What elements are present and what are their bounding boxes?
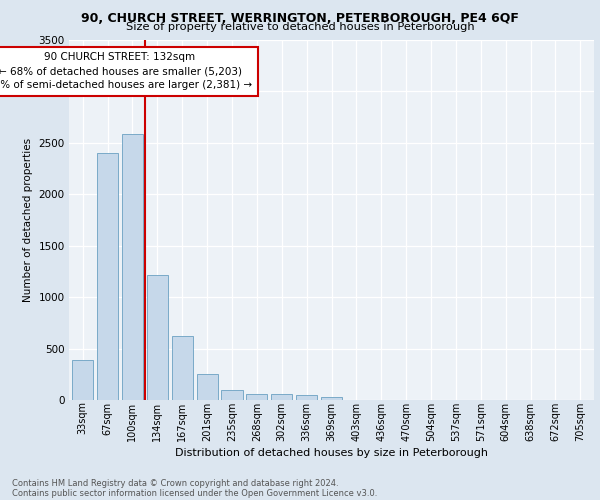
Bar — [221, 390, 242, 400]
Bar — [246, 394, 268, 400]
Bar — [271, 394, 292, 400]
Bar — [72, 360, 93, 400]
Text: Size of property relative to detached houses in Peterborough: Size of property relative to detached ho… — [125, 22, 475, 32]
Bar — [122, 134, 143, 400]
Bar — [321, 397, 342, 400]
Bar — [97, 153, 118, 400]
Text: 90, CHURCH STREET, WERRINGTON, PETERBOROUGH, PE4 6QF: 90, CHURCH STREET, WERRINGTON, PETERBORO… — [81, 12, 519, 26]
Bar — [147, 274, 168, 400]
X-axis label: Distribution of detached houses by size in Peterborough: Distribution of detached houses by size … — [175, 448, 488, 458]
Y-axis label: Number of detached properties: Number of detached properties — [23, 138, 33, 302]
Text: 90 CHURCH STREET: 132sqm
← 68% of detached houses are smaller (5,203)
31% of sem: 90 CHURCH STREET: 132sqm ← 68% of detach… — [0, 52, 253, 90]
Bar — [197, 374, 218, 400]
Bar — [172, 336, 193, 400]
Text: Contains HM Land Registry data © Crown copyright and database right 2024.
Contai: Contains HM Land Registry data © Crown c… — [12, 479, 377, 498]
Bar — [296, 396, 317, 400]
